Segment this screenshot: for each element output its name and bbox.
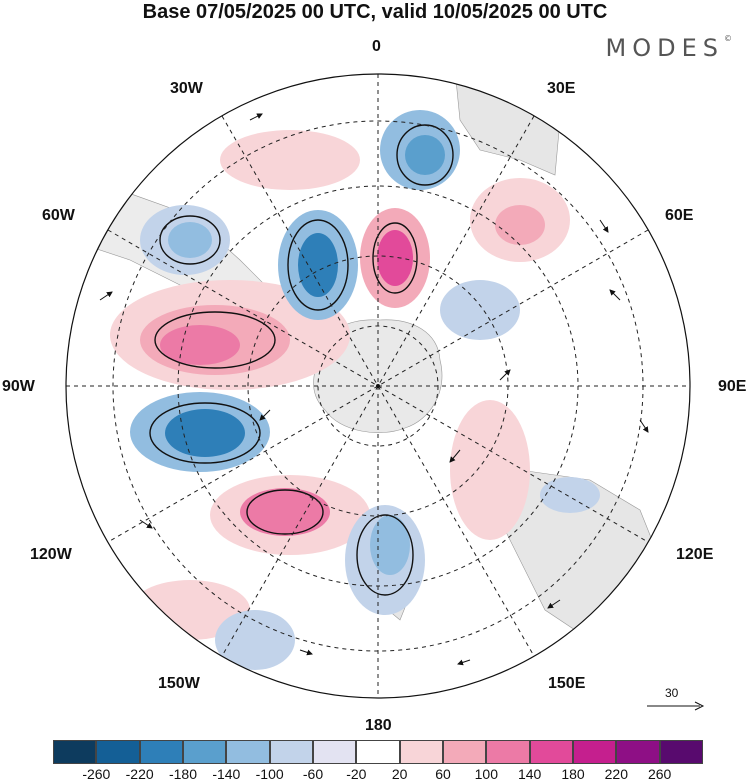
colorbar-swatch [139,740,183,764]
positive-anomaly [377,230,413,286]
negative-anomaly [405,135,445,175]
colorbar-tick-label: 220 [604,766,629,782]
colorbar-swatch [96,740,140,764]
copyright-mark: © [724,34,732,43]
colorbar-swatch [182,740,227,764]
lon-label-30w: 30W [170,80,203,97]
colorbar-swatch [312,740,357,764]
lon-label-90e: 90E [718,378,747,395]
colorbar-tick-label: -220 [125,766,154,782]
lon-label-150e: 150E [548,675,586,692]
negative-anomaly [215,610,295,670]
colorbar-swatch [442,740,487,764]
colorbar-swatch [572,740,617,764]
colorbar-swatch [356,740,400,764]
colorbar [53,740,703,764]
colorbar-swatch [529,740,573,764]
map-boundary [65,73,691,699]
negative-anomaly [165,409,245,457]
colorbar-swatch [269,740,313,764]
reference-vector-label: 30 [665,686,679,700]
lon-label-180: 180 [365,717,392,734]
colorbar-tick-label: -180 [168,766,198,782]
map-title: Base 07/05/2025 00 UTC, valid 10/05/2025… [142,1,608,23]
lon-label-60e: 60E [665,207,694,224]
lon-label-90w: 90W [2,378,35,395]
modes-logo: MODES© [606,34,732,62]
positive-anomaly [495,205,545,245]
colorbar-swatch [399,740,443,764]
colorbar-ticks: -260 -220 -180 -140 -100 -60 -20 20 60 100 140 180 2… [53,766,703,783]
negative-anomaly [540,477,600,513]
positive-anomaly [450,400,530,540]
negative-anomaly [298,233,338,297]
colorbar-tick-label: 100 [474,766,499,782]
colorbar-tick-label: -60 [302,766,324,782]
circulation-contours [149,124,454,596]
negative-anomaly [370,515,410,575]
south-pole-marker [376,384,380,388]
colorbar-swatch [226,740,270,764]
colorbar-swatch [486,740,530,764]
colorbar-swatch [659,740,703,764]
negative-anomaly [440,280,520,340]
lon-label-120w: 120W [30,546,72,563]
colorbar-tick-label: -20 [346,766,367,782]
colorbar-tick-label: -100 [255,766,284,782]
polar-map [65,73,691,699]
lon-label-30e: 30E [547,80,576,97]
negative-anomaly [168,222,212,258]
colorbar-tick-label: 20 [391,766,408,782]
colorbar-tick-label: 260 [647,766,672,782]
reference-vector-arrow [647,701,705,711]
positive-anomaly [240,488,330,536]
wind-vectors [99,113,649,666]
lon-label-60w: 60W [42,207,75,224]
colorbar-swatch [53,740,97,764]
colorbar-tick-label: -140 [212,766,241,782]
colorbar-tick-label: 140 [517,766,542,782]
colorbar-tick-label: 180 [561,766,585,782]
positive-anomaly [220,130,360,190]
lon-label-150w: 150W [158,675,200,692]
lon-label-0: 0 [372,38,381,55]
lon-label-120e: 120E [676,546,714,563]
colorbar-tick-label: 60 [435,766,451,782]
colorbar-swatch [616,740,660,764]
colorbar-tick-label: -260 [82,766,111,782]
brand-text: MODES [605,34,724,62]
